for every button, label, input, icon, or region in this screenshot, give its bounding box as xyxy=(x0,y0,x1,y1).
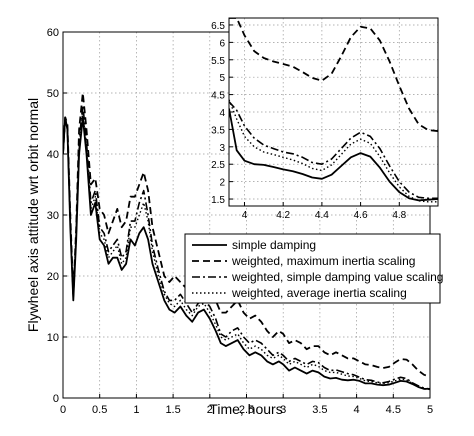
inset-series-line-dotted xyxy=(229,99,438,203)
inset-y-tick-label: 3 xyxy=(219,143,225,154)
legend-label-maximum-inertia: weighted, maximum inertia scaling xyxy=(231,254,415,268)
x-tick-label: 3 xyxy=(280,404,286,416)
x-tick-labels: 0 0.5 1 1.5 2 2.5 3 3.5 4 4.5 5 xyxy=(60,404,433,416)
inset-series-line-dashdot xyxy=(229,101,438,200)
legend: simple damping weighted, maximum inertia… xyxy=(184,233,443,304)
inset-series-group xyxy=(229,18,438,203)
y-tick-label: 20 xyxy=(47,271,59,283)
inset-y-tick-label: 4.5 xyxy=(211,91,225,102)
inset-y-tick-label: 2 xyxy=(219,178,225,189)
inset-y-tick-label: 6.5 xyxy=(211,21,225,32)
inset-plot: 4 4.2 4.4 4.6 4.8 1.5 2 2.5 3 3.5 4 4.5 5 5.5 6 6.5 xyxy=(211,17,439,221)
x-tick-label: 5 xyxy=(427,404,433,416)
x-tick-label: 0 xyxy=(60,404,66,416)
y-tick-label: 50 xyxy=(47,88,59,100)
inset-y-tick-label: 3.5 xyxy=(211,125,225,136)
y-tick-label: 10 xyxy=(47,332,59,344)
inset-y-tick-label: 5 xyxy=(219,73,225,84)
y-tick-label: 0 xyxy=(53,393,59,405)
series-line-dotted xyxy=(63,110,430,391)
inset-ticks xyxy=(229,24,400,206)
x-tick-label: 1.5 xyxy=(165,404,180,416)
inset-y-tick-label: 4 xyxy=(219,108,225,119)
y-tick-labels: 0 10 20 30 40 50 60 xyxy=(47,27,59,405)
y-tick-label: 30 xyxy=(47,210,59,222)
inset-x-tick-label: 4.8 xyxy=(392,210,406,221)
x-tick-label: 2.5 xyxy=(239,404,254,416)
x-tick-label: 4.5 xyxy=(386,404,401,416)
inset-y-tick-label: 6 xyxy=(219,38,225,49)
inset-x-tick-label: 4.4 xyxy=(315,210,329,221)
inset-x-tick-label: 4.6 xyxy=(354,210,368,221)
series-line-dashed xyxy=(63,92,430,378)
inset-x-tick-label: 4.2 xyxy=(276,210,290,221)
x-tick-label: 1 xyxy=(133,404,139,416)
x-axis-title: Time, hours xyxy=(209,401,282,417)
legend-box xyxy=(184,233,441,304)
y-tick-label: 60 xyxy=(47,27,59,39)
y-tick-label: 40 xyxy=(47,149,59,161)
legend-label-average-inertia: weighted, average inertia scaling xyxy=(231,286,407,300)
inset-y-tick-label: 2.5 xyxy=(211,160,225,171)
x-tick-label: 2 xyxy=(207,404,213,416)
inset-y-tick-label: 1.5 xyxy=(211,195,225,206)
inset-y-tick-labels: 1.5 2 2.5 3 3.5 4 4.5 5 5.5 6 6.5 xyxy=(211,21,225,206)
legend-label-simple-damping: simple damping xyxy=(232,238,316,252)
inset-y-tick-label: 5.5 xyxy=(211,56,225,67)
y-axis-title: Flywheel axis attitude wrt orbit normal xyxy=(25,98,41,332)
inset-frame xyxy=(228,17,439,207)
inset-x-tick-labels: 4 4.2 4.4 4.6 4.8 xyxy=(242,210,407,221)
inset-x-tick-label: 4 xyxy=(242,210,248,221)
series-line-solid xyxy=(63,116,430,390)
x-tick-label: 0.5 xyxy=(92,404,107,416)
main-series-group xyxy=(63,92,430,391)
x-tick-label: 4 xyxy=(354,404,360,416)
inset-series-line-dashed xyxy=(229,18,438,132)
x-tick-label: 3.5 xyxy=(312,404,327,416)
series-line-dashdot xyxy=(63,104,430,390)
legend-label-simple-damping-value: weighted, simple damping value scaling xyxy=(231,270,443,284)
inset-grid xyxy=(229,18,438,206)
inset-series-line-solid xyxy=(229,108,438,202)
